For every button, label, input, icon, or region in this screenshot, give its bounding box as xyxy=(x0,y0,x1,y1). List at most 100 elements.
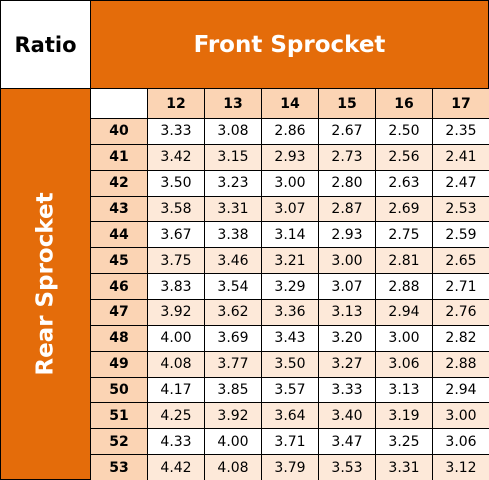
ratio-cell: 3.20 xyxy=(318,324,376,352)
ratio-cell: 3.42 xyxy=(147,143,205,171)
ratio-cell: 3.12 xyxy=(432,454,489,480)
column-header: 17 xyxy=(432,88,489,119)
column-header: 13 xyxy=(204,88,262,119)
ratio-cell: 3.00 xyxy=(318,247,376,275)
ratio-cell: 2.47 xyxy=(432,169,489,197)
ratio-cell: 3.00 xyxy=(375,324,433,352)
ratio-cell: 2.93 xyxy=(318,221,376,249)
ratio-cell: 3.06 xyxy=(432,428,489,456)
ratio-cell: 3.50 xyxy=(147,169,205,197)
row-group-title: Rear Sprocket xyxy=(32,192,59,376)
row-header: 42 xyxy=(90,169,148,197)
ratio-cell: 3.47 xyxy=(318,428,376,456)
column-group-title: Front Sprocket xyxy=(90,0,489,89)
row-header: 47 xyxy=(90,299,148,326)
ratio-cell: 3.77 xyxy=(204,350,262,378)
row-header: 43 xyxy=(90,195,148,223)
row-header: 50 xyxy=(90,376,148,404)
ratio-cell: 4.17 xyxy=(147,376,205,404)
ratio-cell: 3.62 xyxy=(204,299,262,326)
ratio-cell: 2.87 xyxy=(318,195,376,223)
ratio-cell: 4.42 xyxy=(147,454,205,480)
ratio-cell: 3.00 xyxy=(261,169,319,197)
column-header: 12 xyxy=(147,88,205,119)
ratio-cell: 3.67 xyxy=(147,221,205,249)
ratio-cell: 3.06 xyxy=(375,350,433,378)
ratio-cell: 2.50 xyxy=(375,118,433,145)
row-header: 41 xyxy=(90,143,148,171)
ratio-cell: 3.38 xyxy=(204,221,262,249)
ratio-cell: 3.00 xyxy=(432,402,489,430)
ratio-cell: 2.94 xyxy=(375,299,433,326)
ratio-cell: 2.41 xyxy=(432,143,489,171)
ratio-cell: 2.59 xyxy=(432,221,489,249)
ratio-cell: 3.21 xyxy=(261,247,319,275)
ratio-cell: 3.71 xyxy=(261,428,319,456)
ratio-cell: 3.33 xyxy=(318,376,376,404)
ratio-cell: 3.46 xyxy=(204,247,262,275)
column-header: 16 xyxy=(375,88,433,119)
ratio-cell: 3.40 xyxy=(318,402,376,430)
ratio-cell: 2.76 xyxy=(432,299,489,326)
ratio-cell: 3.83 xyxy=(147,273,205,300)
ratio-cell: 2.93 xyxy=(261,143,319,171)
ratio-cell: 3.58 xyxy=(147,195,205,223)
ratio-cell: 2.82 xyxy=(432,324,489,352)
ratio-cell: 2.73 xyxy=(318,143,376,171)
ratio-cell: 3.79 xyxy=(261,454,319,480)
ratio-cell: 3.19 xyxy=(375,402,433,430)
ratio-cell: 3.92 xyxy=(147,299,205,326)
ratio-cell: 3.31 xyxy=(375,454,433,480)
column-header: 14 xyxy=(261,88,319,119)
ratio-cell: 3.75 xyxy=(147,247,205,275)
ratio-cell: 3.08 xyxy=(204,118,262,145)
ratio-cell: 3.15 xyxy=(204,143,262,171)
ratio-cell: 3.36 xyxy=(261,299,319,326)
ratio-cell: 3.29 xyxy=(261,273,319,300)
corner-label: Ratio xyxy=(0,0,91,89)
row-header: 44 xyxy=(90,221,148,249)
ratio-cell: 2.94 xyxy=(432,376,489,404)
row-header: 53 xyxy=(90,454,148,480)
ratio-cell: 3.27 xyxy=(318,350,376,378)
ratio-cell: 3.31 xyxy=(204,195,262,223)
ratio-cell: 2.67 xyxy=(318,118,376,145)
ratio-cell: 4.25 xyxy=(147,402,205,430)
ratio-cell: 3.13 xyxy=(318,299,376,326)
row-header: 40 xyxy=(90,118,148,145)
ratio-cell: 3.53 xyxy=(318,454,376,480)
ratio-cell: 3.25 xyxy=(375,428,433,456)
ratio-cell: 2.88 xyxy=(432,350,489,378)
ratio-cell: 3.43 xyxy=(261,324,319,352)
ratio-cell: 3.64 xyxy=(261,402,319,430)
ratio-cell: 3.07 xyxy=(318,273,376,300)
ratio-cell: 4.08 xyxy=(147,350,205,378)
ratio-cell: 2.56 xyxy=(375,143,433,171)
column-header: 15 xyxy=(318,88,376,119)
row-group-box: Rear Sprocket xyxy=(0,88,91,480)
ratio-cell: 4.08 xyxy=(204,454,262,480)
row-header: 45 xyxy=(90,247,148,275)
ratio-cell: 3.50 xyxy=(261,350,319,378)
ratio-cell: 3.54 xyxy=(204,273,262,300)
row-header: 51 xyxy=(90,402,148,430)
ratio-cell: 2.71 xyxy=(432,273,489,300)
ratio-cell: 2.35 xyxy=(432,118,489,145)
ratio-cell: 4.00 xyxy=(204,428,262,456)
ratio-cell: 3.85 xyxy=(204,376,262,404)
ratio-cell: 2.69 xyxy=(375,195,433,223)
ratio-cell: 3.14 xyxy=(261,221,319,249)
ratio-cell: 3.23 xyxy=(204,169,262,197)
blank-cell xyxy=(90,88,148,119)
ratio-cell: 3.13 xyxy=(375,376,433,404)
ratio-cell: 2.65 xyxy=(432,247,489,275)
ratio-cell: 2.81 xyxy=(375,247,433,275)
row-header: 52 xyxy=(90,428,148,456)
ratio-cell: 2.86 xyxy=(261,118,319,145)
ratio-cell: 3.92 xyxy=(204,402,262,430)
ratio-cell: 3.69 xyxy=(204,324,262,352)
ratio-cell: 2.53 xyxy=(432,195,489,223)
ratio-cell: 2.63 xyxy=(375,169,433,197)
ratio-cell: 3.33 xyxy=(147,118,205,145)
